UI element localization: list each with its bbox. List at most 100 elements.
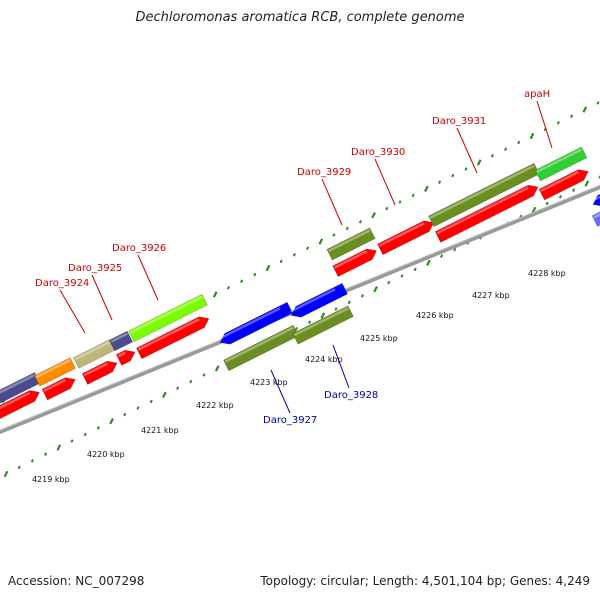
gene-block-olive-highlight xyxy=(293,307,349,337)
top-tick-mark xyxy=(570,114,574,118)
kbp-labels: 4219 kbp 4220 kbp 4221 kbp 4222 kbp 4223 kbp… xyxy=(32,269,566,484)
kbp-label: 4226 kbp xyxy=(416,311,454,320)
top-tick-mark xyxy=(582,106,588,113)
bottom-tick-mark xyxy=(334,307,338,311)
bottom-tick-mark xyxy=(373,286,378,293)
cds-forward xyxy=(0,390,40,420)
top-tick-mark xyxy=(345,226,349,231)
bottom-tick-mark xyxy=(294,327,298,331)
kbp-label: 4219 kbp xyxy=(32,475,70,484)
cds-forward-highlight xyxy=(43,378,67,392)
gene-features xyxy=(0,146,600,420)
cds-forward-shape xyxy=(136,316,210,360)
kbp-label: 4222 kbp xyxy=(196,401,234,410)
top-tick-mark xyxy=(504,147,508,151)
kbp-label: 4223 kbp xyxy=(250,378,288,387)
bottom-tick-mark xyxy=(584,180,590,187)
cds-forward xyxy=(332,248,378,278)
cds-reverse-highlight xyxy=(289,288,336,313)
bottom-tick-mark xyxy=(17,465,21,470)
gene-block-olive-highlight xyxy=(429,164,535,219)
accession-label: Accession: NC_007298 xyxy=(8,574,145,588)
gene-block-olive xyxy=(326,227,376,261)
cds-forward-shape xyxy=(81,360,118,385)
cds-forward-highlight xyxy=(83,362,108,377)
top-tick-mark xyxy=(226,286,230,290)
cds-forward xyxy=(434,184,539,243)
bottom-tick-mark xyxy=(453,247,457,252)
label-leader-line xyxy=(137,254,159,301)
gene-block-green-shape xyxy=(534,146,588,182)
tick-track-bottom xyxy=(3,175,600,478)
top-tick-mark xyxy=(529,132,535,140)
bottom-tick-mark xyxy=(44,452,48,456)
cds-reverse-shape xyxy=(592,189,600,207)
gene-block-periwinkle xyxy=(591,209,600,227)
gene-label: apaH xyxy=(524,89,550,100)
bottom-tick-mark xyxy=(83,432,87,437)
cds-reverse-shape xyxy=(290,282,348,318)
bottom-tick-mark xyxy=(440,254,444,258)
cds-forward xyxy=(136,316,210,360)
gene-label: Daro_3924 xyxy=(35,278,89,289)
bottom-tick-mark xyxy=(3,470,9,478)
top-tick-mark xyxy=(279,259,283,264)
cds-forward xyxy=(81,360,118,385)
top-tick-mark xyxy=(371,212,376,219)
top-tick-mark xyxy=(318,238,324,245)
topology-info: Topology: circular; Length: 4,501,104 bp… xyxy=(260,574,590,588)
kbp-label: 4227 kbp xyxy=(472,291,510,300)
gene-block-olive-highlight xyxy=(224,326,294,363)
bottom-tick-mark xyxy=(162,391,167,398)
gene-label: Daro_3930 xyxy=(351,147,405,158)
bottom-tick-mark xyxy=(202,373,206,377)
label-leader-line xyxy=(321,178,343,226)
kbp-label: 4228 kbp xyxy=(528,269,566,278)
cds-forward-highlight xyxy=(334,250,368,269)
gene-block-green-highlight xyxy=(536,148,583,173)
gene-label: Daro_3931 xyxy=(432,116,486,127)
cds-reverse-highlight xyxy=(591,195,600,202)
bottom-tick-mark xyxy=(320,312,326,319)
cds-reverse xyxy=(218,301,293,345)
cds-reverse-highlight xyxy=(218,307,281,340)
top-tick-mark xyxy=(411,193,415,198)
kbp-label: 4220 kbp xyxy=(87,450,125,459)
top-tick-mark xyxy=(385,206,389,211)
gene-block-orange-highlight xyxy=(35,359,71,379)
cds-reverse xyxy=(591,189,600,207)
top-tick-mark xyxy=(451,173,455,178)
gene-label: Daro_3928 xyxy=(324,390,378,401)
bottom-tick-mark xyxy=(531,206,537,214)
gene-label: Daro_3927 xyxy=(263,415,317,426)
bottom-tick-mark xyxy=(123,412,127,417)
top-tick-mark xyxy=(292,253,296,257)
top-tick-mark xyxy=(358,220,362,224)
cds-forward-highlight xyxy=(117,351,126,358)
bottom-tick-mark xyxy=(360,294,364,298)
gene-block-olive-shape xyxy=(292,305,354,345)
cds-forward-highlight xyxy=(378,222,425,247)
bottom-tick-mark xyxy=(347,300,351,305)
bottom-tick-mark xyxy=(96,426,100,430)
gene-block-olive-shape xyxy=(326,227,376,261)
bottom-tick-mark xyxy=(149,399,153,404)
top-tick-mark xyxy=(464,167,468,171)
cds-reverse-shape xyxy=(219,301,293,345)
label-leader-line xyxy=(270,369,291,414)
label-leader-line xyxy=(536,100,553,149)
kbp-label: 4221 kbp xyxy=(141,426,179,435)
top-tick-mark xyxy=(332,233,336,237)
gene-block-lime-shape xyxy=(128,293,208,343)
bottom-tick-mark xyxy=(413,267,417,272)
bottom-tick-mark xyxy=(176,386,180,390)
gene-block-green xyxy=(534,146,588,182)
bottom-tick-mark xyxy=(308,320,312,324)
gene-block-tan-highlight xyxy=(74,341,110,361)
gene-block-orange xyxy=(34,357,76,387)
label-leader-line xyxy=(332,344,350,389)
cds-forward-highlight xyxy=(436,186,529,235)
gene-block-slate-shape xyxy=(108,330,134,352)
bottom-tick-mark xyxy=(545,201,549,206)
bottom-tick-mark xyxy=(214,365,220,372)
